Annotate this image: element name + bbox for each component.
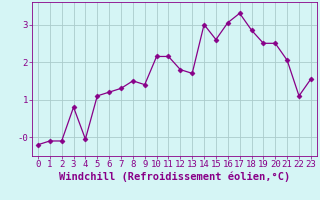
X-axis label: Windchill (Refroidissement éolien,°C): Windchill (Refroidissement éolien,°C) — [59, 172, 290, 182]
